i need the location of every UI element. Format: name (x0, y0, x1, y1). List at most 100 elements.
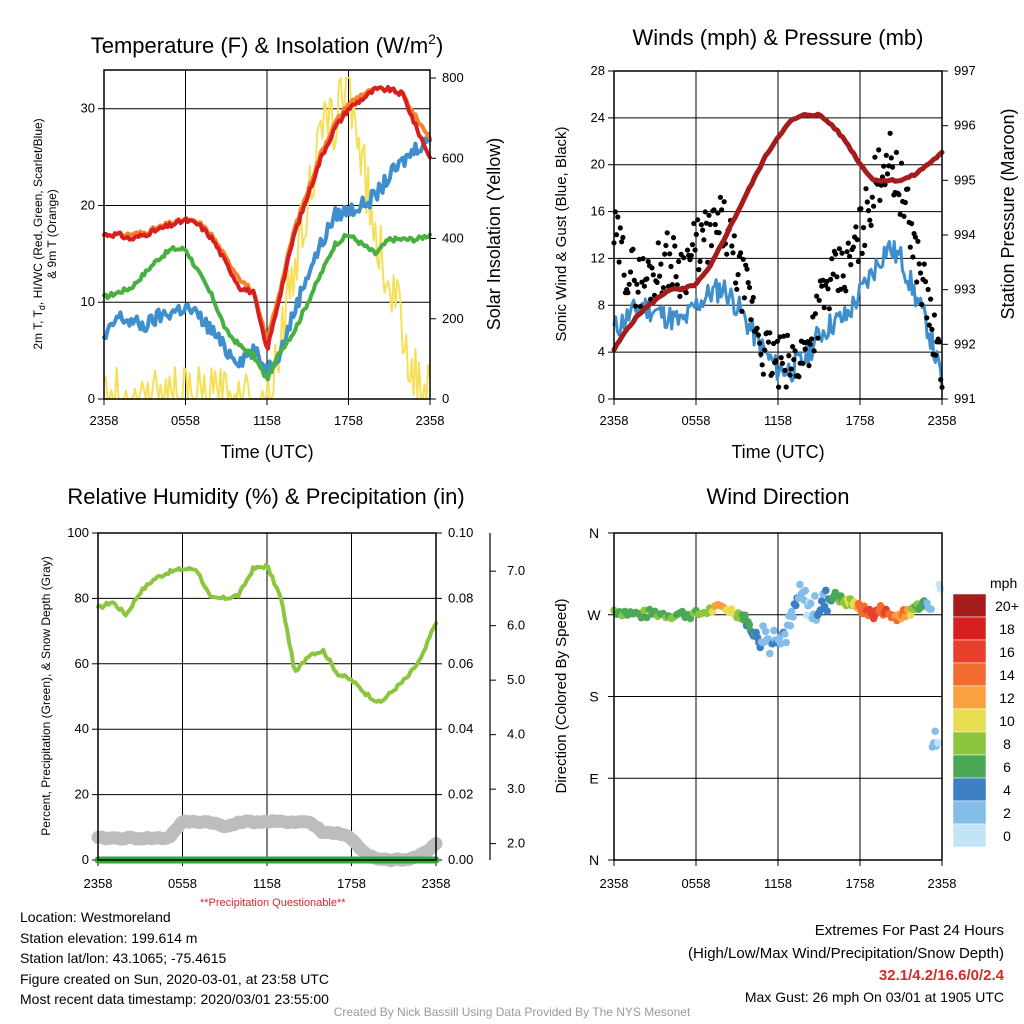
legend-swatch (952, 662, 987, 687)
gust-point (922, 279, 929, 285)
gust-point (907, 244, 913, 250)
dir-tick-label: W (587, 607, 601, 623)
gust-point (719, 207, 725, 213)
gust-point (670, 235, 677, 241)
gust-point (712, 221, 718, 228)
legend-label: 14 (999, 667, 1015, 683)
gust-point (844, 249, 850, 255)
legend-swatch (952, 823, 987, 848)
x-tick-label: 2358 (416, 413, 445, 428)
x-tick-label: 2358 (928, 876, 957, 891)
legend-label: 2 (1003, 805, 1011, 821)
gust-point (748, 317, 754, 323)
gust-point (627, 269, 634, 275)
gust-point (830, 271, 836, 277)
y2-tick-label: 0.02 (448, 787, 473, 802)
gust-point (912, 234, 919, 240)
gust-point (615, 214, 621, 220)
gust-point (869, 194, 875, 200)
gust-point (759, 362, 765, 368)
precip-warning: **Precipitation Questionable** (200, 897, 346, 909)
gust-point (755, 332, 762, 338)
x-tick-label: 0558 (171, 413, 200, 428)
gust-point (936, 339, 943, 345)
legend-label: 16 (999, 644, 1015, 660)
y2-tick-label: 992 (954, 336, 976, 351)
y2-tick-label: 0 (442, 391, 449, 406)
series-sonic-wind (612, 240, 944, 388)
dir-tick-label: N (589, 525, 599, 541)
direction-point (708, 607, 717, 616)
gust-point (915, 238, 921, 244)
gust-point (741, 295, 748, 301)
gust-point (663, 242, 669, 249)
series-td (102, 232, 432, 382)
direction-point (796, 580, 804, 589)
direction-point (936, 585, 945, 593)
dir-tick-label: S (589, 689, 598, 705)
gust-point (864, 199, 870, 205)
gust-point (791, 357, 797, 363)
gust-point (867, 217, 873, 223)
station-info: Location: Westmoreland Station elevation… (20, 907, 329, 1010)
gust-point (783, 384, 789, 390)
gust-point (883, 152, 889, 158)
gust-point (778, 355, 784, 361)
direction-panel-title: Wind Direction (706, 484, 849, 509)
temperature-xlabel: Time (UTC) (220, 442, 313, 462)
gust-point (616, 259, 622, 265)
station-elevation: Station elevation: 199.614 m (20, 929, 198, 946)
y2-tick-label: 600 (442, 150, 464, 165)
gust-point (787, 372, 793, 378)
direction-point (761, 627, 770, 636)
direction-point (931, 727, 939, 736)
x-tick-label: 0558 (682, 413, 711, 428)
gust-point (839, 250, 845, 256)
y2-tick-label: 995 (954, 172, 976, 187)
y-tick-label: 0 (88, 391, 95, 406)
gust-point (733, 280, 739, 286)
gust-point (893, 149, 900, 155)
gust-point (689, 242, 696, 248)
gust-point (826, 306, 832, 312)
direction-point (786, 621, 795, 630)
gust-point (790, 344, 796, 350)
gust-point (788, 366, 794, 372)
y2-tick-label: 996 (954, 118, 976, 133)
direction-plot-frame (613, 532, 943, 861)
gust-point (833, 251, 839, 257)
gust-point (855, 258, 862, 265)
gust-point (721, 199, 727, 205)
direction-point (811, 592, 819, 600)
gust-point (669, 282, 675, 288)
gust-point (729, 243, 735, 249)
gust-point (734, 286, 740, 292)
gust-point (664, 230, 670, 236)
y-tick-label: 20 (591, 157, 605, 172)
direction-point (770, 626, 778, 635)
dir-tick-label: E (589, 770, 598, 786)
gust-point (700, 227, 706, 233)
gust-point (740, 256, 746, 262)
gust-point (754, 325, 760, 331)
direction-point (678, 607, 687, 616)
gust-point (711, 207, 717, 213)
legend-swatch (952, 616, 987, 641)
y-tick-label: 24 (591, 110, 605, 125)
gust-point (829, 256, 835, 262)
gust-point (862, 242, 868, 248)
temperature-ylabel-right: Solar Insolation (Yellow) (484, 138, 504, 330)
direction-point (934, 739, 942, 747)
direction-point (686, 614, 695, 623)
y2-tick-label: 993 (954, 282, 976, 297)
gust-point (750, 294, 756, 301)
y-tick-label: 12 (591, 250, 605, 265)
gust-point (812, 311, 819, 317)
y2-tick-label: 994 (954, 227, 976, 242)
gust-point (630, 246, 636, 252)
legend-label: 4 (1003, 782, 1011, 798)
gust-point (706, 212, 712, 218)
gust-point (639, 279, 645, 285)
temperature-plot-area: 0 10 20 30 2358 0558 1158 1758 2358 0 200 400 600 800 (81, 70, 464, 428)
gust-point (840, 273, 846, 279)
